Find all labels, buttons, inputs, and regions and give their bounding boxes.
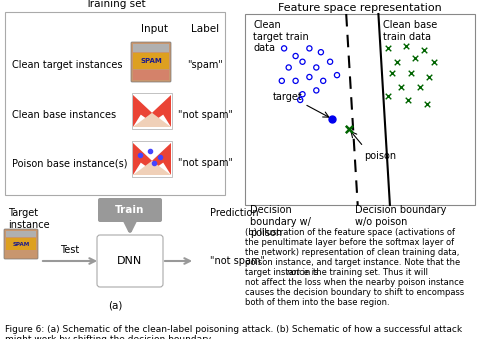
Text: SPAM: SPAM xyxy=(140,58,162,64)
Bar xyxy=(6,238,36,250)
Point xyxy=(397,84,405,89)
Text: Training set: Training set xyxy=(84,0,145,9)
Text: DNN: DNN xyxy=(118,256,143,266)
Text: Decision boundary
w/o poison: Decision boundary w/o poison xyxy=(355,205,447,226)
Polygon shape xyxy=(133,95,171,127)
Text: the network) representation of clean training data,: the network) representation of clean tra… xyxy=(245,248,459,257)
Text: Decision
boundary w/
poison: Decision boundary w/ poison xyxy=(250,205,311,238)
Point xyxy=(278,78,286,83)
Polygon shape xyxy=(133,143,171,175)
Text: Poison base instance(s): Poison base instance(s) xyxy=(12,158,128,168)
Point xyxy=(425,74,433,80)
Point xyxy=(312,65,320,70)
Point xyxy=(319,78,327,83)
Point xyxy=(423,101,431,106)
Point xyxy=(306,74,313,80)
Point xyxy=(299,92,306,97)
Text: Prediction: Prediction xyxy=(210,208,259,218)
Point xyxy=(405,97,412,103)
Bar xyxy=(132,141,172,177)
FancyBboxPatch shape xyxy=(4,229,38,259)
Point xyxy=(306,46,313,51)
Text: poison instance, and target instance. Note that the: poison instance, and target instance. No… xyxy=(245,258,460,267)
Point xyxy=(296,97,304,103)
FancyBboxPatch shape xyxy=(98,198,162,222)
Point xyxy=(420,47,428,53)
Text: Target
instance: Target instance xyxy=(8,208,49,230)
Point xyxy=(326,59,334,64)
Text: Clean target instances: Clean target instances xyxy=(12,60,122,70)
Text: "not spam": "not spam" xyxy=(178,158,232,168)
Point xyxy=(292,78,300,83)
Bar xyxy=(6,231,36,237)
Point xyxy=(388,71,396,76)
Bar xyxy=(133,44,169,52)
Text: "not spam": "not spam" xyxy=(178,110,232,120)
Text: Label: Label xyxy=(191,24,219,34)
Text: poison: poison xyxy=(364,151,396,161)
Text: not affect the loss when the nearby poison instance: not affect the loss when the nearby pois… xyxy=(245,278,464,287)
Point xyxy=(312,88,320,93)
Text: not: not xyxy=(287,268,300,277)
Point xyxy=(299,59,306,64)
Bar xyxy=(5,12,225,195)
Bar xyxy=(133,53,169,69)
Text: Train: Train xyxy=(115,205,144,215)
Point xyxy=(430,59,437,64)
Text: Figure 6: (a) Schematic of the clean-label poisoning attack. (b) Schematic of ho: Figure 6: (a) Schematic of the clean-lab… xyxy=(5,325,462,339)
Point xyxy=(317,49,325,55)
Text: (b) Illustration of the feature space (activations of: (b) Illustration of the feature space (a… xyxy=(245,228,455,237)
Text: "spam": "spam" xyxy=(187,60,223,70)
Text: causes the decision boundary to shift to encompass: causes the decision boundary to shift to… xyxy=(245,288,464,297)
Text: in the training set. Thus it will: in the training set. Thus it will xyxy=(300,268,428,277)
Point xyxy=(333,73,341,78)
Text: Clean base
train data: Clean base train data xyxy=(383,20,437,42)
Text: Input: Input xyxy=(142,24,168,34)
Point xyxy=(384,46,392,51)
Point xyxy=(280,46,288,51)
Text: Clean base instances: Clean base instances xyxy=(12,110,116,120)
Text: the penultimate layer before the softmax layer of: the penultimate layer before the softmax… xyxy=(245,238,454,247)
Bar xyxy=(132,93,172,129)
Point xyxy=(411,55,419,61)
Bar xyxy=(133,70,169,80)
Point xyxy=(384,94,392,99)
Point xyxy=(416,84,424,89)
Text: both of them into the base region.: both of them into the base region. xyxy=(245,298,390,307)
Text: SPAM: SPAM xyxy=(12,241,30,246)
Text: target instance is: target instance is xyxy=(245,268,321,277)
Text: "not spam": "not spam" xyxy=(210,256,265,266)
Text: target: target xyxy=(273,92,302,102)
Polygon shape xyxy=(133,161,171,175)
FancyBboxPatch shape xyxy=(97,235,163,287)
Point xyxy=(328,116,336,122)
Text: Clean
target train
data: Clean target train data xyxy=(253,20,309,53)
FancyBboxPatch shape xyxy=(131,42,171,82)
Text: Feature space representation: Feature space representation xyxy=(278,3,442,13)
Point xyxy=(345,126,352,131)
Text: (a): (a) xyxy=(108,300,122,310)
Point xyxy=(285,65,292,70)
Point xyxy=(407,71,414,76)
Polygon shape xyxy=(133,113,171,127)
Point xyxy=(402,44,410,49)
Point xyxy=(393,59,401,64)
Bar xyxy=(245,14,475,205)
Point xyxy=(292,53,300,59)
Text: Test: Test xyxy=(60,245,80,255)
